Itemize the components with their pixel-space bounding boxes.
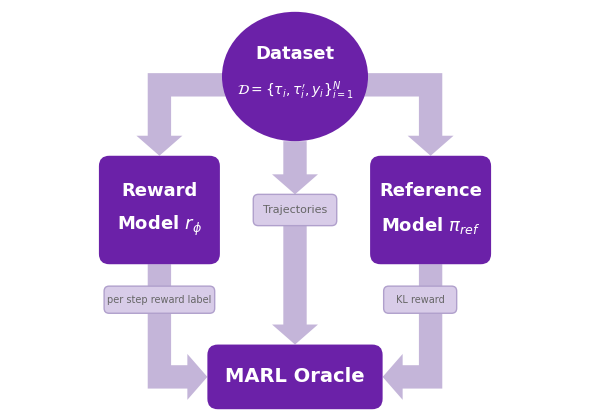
Polygon shape xyxy=(136,73,226,156)
Text: per step reward label: per step reward label xyxy=(107,295,212,304)
FancyBboxPatch shape xyxy=(384,286,457,313)
Text: MARL Oracle: MARL Oracle xyxy=(225,368,365,386)
FancyBboxPatch shape xyxy=(207,344,383,409)
Text: Reward: Reward xyxy=(122,182,198,200)
Polygon shape xyxy=(383,264,442,400)
FancyBboxPatch shape xyxy=(253,194,337,226)
Text: Trajectories: Trajectories xyxy=(263,205,327,215)
FancyBboxPatch shape xyxy=(99,156,220,264)
Text: Dataset: Dataset xyxy=(255,45,335,63)
Polygon shape xyxy=(272,226,318,344)
Polygon shape xyxy=(272,141,318,194)
Text: $\mathcal{D} = \{\tau_i, \tau_i^{\prime}, y_i\}_{i=1}^{N}$: $\mathcal{D} = \{\tau_i, \tau_i^{\prime}… xyxy=(237,80,353,102)
Text: KL reward: KL reward xyxy=(396,295,444,304)
FancyBboxPatch shape xyxy=(104,286,215,313)
Text: Model $\pi_{ref}$: Model $\pi_{ref}$ xyxy=(381,215,480,236)
Text: Reference: Reference xyxy=(379,182,482,200)
FancyBboxPatch shape xyxy=(370,156,491,264)
Ellipse shape xyxy=(222,12,368,141)
Polygon shape xyxy=(364,73,454,156)
Polygon shape xyxy=(148,264,207,400)
Text: Model $r_{\phi}$: Model $r_{\phi}$ xyxy=(117,214,202,238)
